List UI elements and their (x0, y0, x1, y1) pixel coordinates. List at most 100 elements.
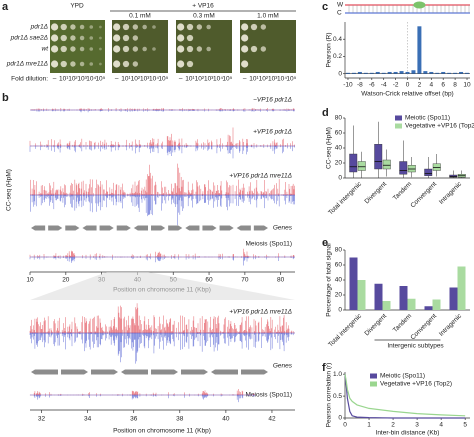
box (357, 161, 366, 171)
dilution-label: Fold dilution: (11, 76, 48, 83)
x-tick-label: 34 (84, 416, 92, 423)
x-tick-label: -2 (393, 82, 399, 89)
signal-crick (29, 257, 295, 266)
bar (449, 287, 458, 310)
legend-swatch (395, 123, 402, 129)
x-tick-label: 40 (222, 416, 230, 423)
plate (176, 20, 232, 73)
dilution-tick: 10⁵ (286, 76, 296, 83)
colony-spot (241, 45, 249, 53)
y-tick-label: 60 (335, 262, 343, 269)
colony-spot (186, 45, 194, 53)
signal-watson (29, 248, 295, 257)
bracket-label: Intergenic subtypes (387, 343, 444, 350)
dilution-tick: 10⁴ (149, 76, 159, 83)
colony-spot (122, 23, 130, 31)
meiosis-label: Meiosis (Spo11) (246, 241, 292, 248)
legend-swatch (370, 373, 377, 379)
bar (375, 71, 380, 74)
x-tick-label: Convergent (409, 181, 438, 210)
colony-spot (113, 45, 121, 53)
dilution-tick: 10² (131, 76, 141, 83)
colony-spot (260, 46, 267, 52)
plate (240, 20, 296, 73)
x-tick-label: Intragenic (438, 312, 464, 338)
colony-spot (79, 24, 85, 30)
bar (407, 298, 416, 310)
dilution-tick: – (53, 76, 57, 83)
colony-spot (186, 23, 194, 31)
plate (112, 20, 168, 73)
bar (357, 280, 366, 310)
bar (351, 72, 356, 74)
bar (405, 71, 410, 74)
colony-spot (186, 60, 194, 68)
colony-spot (177, 34, 185, 42)
x-tick-label: 0 (406, 82, 410, 89)
panel-label: a (2, 1, 9, 13)
x-tick-label: 5 (463, 422, 467, 429)
colony-spot (79, 46, 85, 52)
dilution-tick: 10² (68, 76, 78, 83)
colony-spot (70, 35, 76, 41)
condition-label: + VP16 (192, 3, 214, 10)
x-tick-label: 2 (391, 422, 395, 429)
colony-spot (152, 25, 156, 29)
x-tick-label: 10 (26, 277, 34, 284)
y-tick-label: 80 (335, 247, 343, 254)
dilution-tick: – (179, 76, 183, 83)
x-tick-label: 4 (429, 82, 433, 89)
strand-label: C (337, 10, 342, 17)
gene-arrow (133, 225, 148, 231)
gene-arrow (99, 225, 114, 231)
dilution-tick: 10² (259, 76, 269, 83)
series-line (344, 374, 466, 417)
y-tick-label: 40 (335, 277, 343, 284)
strain-label: pdr1Δ sae2Δ (10, 35, 48, 42)
x-tick-label: 6 (441, 82, 445, 89)
colony-spot (241, 34, 249, 42)
panel-label: e (322, 237, 328, 249)
bar (417, 26, 422, 74)
y-axis-label: Pearson (R) (326, 32, 333, 67)
colony-spot (122, 34, 130, 42)
zoom-wedge (30, 272, 295, 300)
colony-spot (89, 25, 94, 29)
gene-arrow (121, 369, 148, 375)
x-tick-label: 38 (176, 416, 184, 423)
dilution-tick: – (115, 76, 119, 83)
y-axis-label: CC-seq (HpM) (6, 169, 13, 211)
bar (345, 72, 350, 74)
colony-spot (50, 34, 59, 42)
colony-spot (99, 25, 102, 29)
gene-arrow (48, 225, 63, 231)
strain-label: wt (42, 46, 50, 53)
panel-label: b (2, 92, 9, 104)
bar (363, 72, 368, 74)
colony-spot (177, 45, 185, 53)
box (349, 153, 358, 173)
bar (453, 72, 458, 74)
colony-spot (113, 60, 121, 68)
dilution-tick: 10⁴ (86, 76, 96, 83)
x-axis-label: Inter-bin distance (Kb) (376, 430, 440, 437)
y-tick-label: 1.0 (333, 371, 342, 378)
box (374, 144, 383, 170)
colony-spot (60, 34, 67, 42)
gene-arrow (241, 369, 268, 375)
y-tick-label: 0.4 (333, 36, 342, 43)
y-axis-label: Pearson correlation (r) (326, 363, 333, 428)
y-tick-label: 0 (338, 175, 342, 182)
gene-arrow (219, 225, 234, 231)
x-tick-label: Total intergenic (327, 180, 363, 216)
colony-spot (206, 46, 211, 52)
colony-spot (132, 61, 139, 67)
bar (357, 71, 362, 74)
colony-spot (260, 24, 267, 30)
x-tick-label: -10 (343, 82, 353, 89)
strand-label: W (337, 2, 344, 9)
dilution-tick: 10¹ (249, 76, 259, 83)
y-axis-label: CC-seq (HpM) (326, 127, 333, 169)
gene-arrow (31, 369, 58, 375)
gene-arrow (151, 369, 178, 375)
